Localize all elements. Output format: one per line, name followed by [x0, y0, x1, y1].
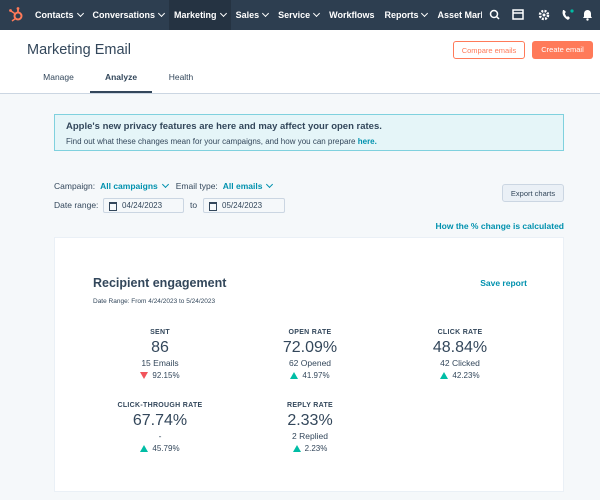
metric: CLICK RATE 48.84% 42 Clicked 42.23%: [390, 329, 530, 380]
change-value: 41.97%: [302, 371, 330, 380]
nav-item[interactable]: Sales: [231, 0, 274, 30]
end-date[interactable]: 05/24/2023: [203, 198, 285, 213]
caret: [76, 9, 84, 18]
start-date[interactable]: 04/24/2023: [103, 198, 184, 213]
banner-body: Find out what these changes mean for you…: [66, 137, 358, 146]
metric: REPLY RATE 2.33% 2 Replied 2.23%: [240, 402, 380, 453]
date-to: to: [190, 200, 198, 210]
metric-label: CLICK RATE: [437, 329, 483, 336]
banner-title: Apple's new privacy features are here an…: [66, 121, 382, 132]
compare-button[interactable]: Compare emails: [453, 41, 525, 59]
calling-icon[interactable]: [562, 9, 574, 20]
page-header: Marketing Email Compare emails Create em…: [0, 30, 600, 94]
metric-value: 72.09%: [282, 339, 338, 356]
page-title: Marketing Email: [27, 42, 131, 58]
trend-icon: [440, 372, 449, 379]
export-button[interactable]: Export charts: [502, 184, 564, 202]
nav-label: Conversations: [92, 10, 156, 20]
card-date-range: Date Range: From 4/24/2023 to 5/24/2023: [93, 298, 216, 305]
banner-link[interactable]: here.: [357, 137, 377, 146]
change-value: 2.23%: [304, 444, 328, 453]
nav-label: Marketing: [174, 10, 217, 20]
metric-value: 67.74%: [132, 412, 188, 429]
metric-change: 45.79%: [90, 444, 230, 453]
nav-item[interactable]: Service: [273, 0, 324, 30]
metric: CLICK-THROUGH RATE 67.74% - 45.79%: [90, 402, 230, 453]
nav-label: Service: [278, 10, 311, 20]
nav-label: Workflows: [329, 10, 375, 20]
metric-change: 41.97%: [240, 371, 380, 380]
trend-icon: [140, 445, 149, 452]
caret: [219, 9, 227, 18]
save-report[interactable]: Save report: [480, 278, 527, 288]
caret: [158, 9, 166, 18]
tab[interactable]: Analyze: [90, 72, 152, 93]
caret: [421, 9, 429, 18]
nav-item[interactable]: Conversations: [88, 0, 170, 30]
metric: OPEN RATE 72.09% 62 Opened 41.97%: [240, 329, 380, 380]
metric-detail: 42 Clicked: [440, 358, 480, 368]
nav-item[interactable]: Marketing: [169, 0, 231, 30]
nav-item[interactable]: Contacts: [30, 0, 88, 30]
nav-items: Contacts Conversations Marketing Sales Servi…: [30, 0, 482, 30]
nav-item[interactable]: Workflows: [324, 0, 379, 30]
change-value: 92.15%: [152, 371, 180, 380]
date-label: Date range:: [54, 200, 99, 210]
nav-label: Reports: [384, 10, 419, 20]
tab[interactable]: Manage: [43, 72, 74, 82]
metric: SENT 86 15 Emails 92.15%: [90, 329, 230, 380]
trend-icon: [292, 445, 301, 452]
nav-label: Asset Marketplace: [437, 10, 482, 20]
start-date-text: 04/24/2023: [122, 201, 163, 210]
caret: [161, 180, 169, 189]
change-link[interactable]: How the % change is calculated: [435, 221, 564, 231]
top-nav: Contacts Conversations Marketing Sales Servi…: [0, 0, 600, 30]
metric-change: 42.23%: [390, 371, 530, 380]
metric-value: 48.84%: [432, 339, 488, 356]
tab[interactable]: Health: [168, 72, 194, 82]
create-button[interactable]: Create email: [532, 41, 593, 59]
metric-change: 92.15%: [90, 371, 230, 380]
type-dropdown[interactable]: All emails: [222, 181, 263, 191]
metric-value: 86: [151, 339, 169, 356]
card-title: Recipient engagement: [93, 276, 227, 290]
logo[interactable]: [8, 7, 24, 23]
metric-detail: 15 Emails: [141, 358, 179, 368]
trend-icon: [140, 372, 149, 379]
campaign-label: Campaign:: [54, 181, 96, 191]
metric-label: CLICK-THROUGH RATE: [117, 402, 203, 409]
banner-text: Find out what these changes mean for you…: [66, 137, 377, 146]
caret: [313, 9, 321, 18]
end-date-text: 05/24/2023: [222, 201, 263, 210]
engagement-card: Recipient engagement Save report Date Ra…: [54, 237, 564, 492]
metric-label: OPEN RATE: [288, 329, 332, 336]
search-icon[interactable]: [489, 9, 500, 20]
metric-label: SENT: [150, 329, 170, 336]
nav-label: Contacts: [35, 10, 74, 20]
metric-detail: -: [158, 431, 162, 441]
caret: [262, 9, 270, 18]
nav-label: Sales: [235, 10, 260, 20]
nav-icons: [489, 9, 592, 21]
nav-item[interactable]: Reports: [379, 0, 432, 30]
filter-row: Campaign: All campaigns Email type: All …: [54, 180, 274, 191]
metric-value: 2.33%: [287, 412, 333, 429]
metric-detail: 62 Opened: [288, 358, 332, 368]
marketplace-icon[interactable]: [512, 9, 524, 20]
metric-detail: 2 Replied: [292, 431, 328, 441]
change-value: 45.79%: [152, 444, 180, 453]
settings-icon[interactable]: [538, 9, 550, 21]
metric-label: REPLY RATE: [286, 402, 334, 409]
privacy-banner: Apple's new privacy features are here an…: [54, 114, 564, 151]
caret: [266, 180, 274, 189]
change-value: 42.23%: [452, 371, 480, 380]
campaign-dropdown[interactable]: All campaigns: [100, 181, 158, 191]
notifications-icon[interactable]: [583, 10, 592, 21]
nav-item[interactable]: Asset Marketplace: [432, 0, 482, 30]
metric-change: 2.23%: [240, 444, 380, 453]
type-label: Email type:: [175, 181, 218, 191]
trend-icon: [290, 372, 299, 379]
